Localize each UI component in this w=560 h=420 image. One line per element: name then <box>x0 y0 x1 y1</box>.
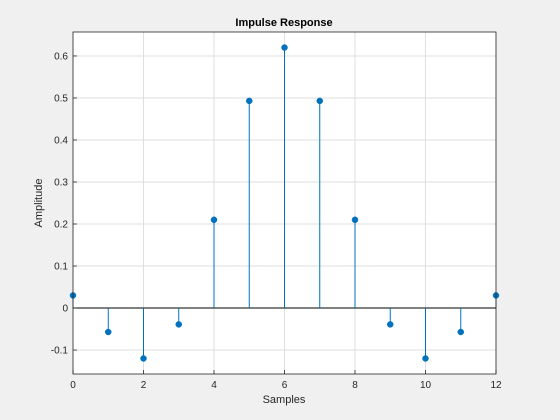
stem-marker <box>175 321 182 328</box>
y-tick-label: 0.5 <box>54 93 68 104</box>
stem-marker <box>351 216 359 224</box>
chart-title: Impulse Response <box>235 17 332 29</box>
x-axis-label: Samples <box>263 394 306 406</box>
stem-marker <box>246 97 253 105</box>
x-tick-label: 8 <box>352 380 358 391</box>
y-tick-label: 0.1 <box>54 262 68 273</box>
y-tick-label: 0 <box>62 304 68 315</box>
stem-marker <box>422 355 429 362</box>
y-tick-label: 0.6 <box>54 51 68 62</box>
stem-marker <box>457 328 464 336</box>
stem-marker <box>140 355 147 362</box>
x-tick-label: 4 <box>211 380 217 391</box>
y-tick-label: 0.2 <box>54 220 68 231</box>
x-tick-label: 10 <box>420 380 432 391</box>
x-tick-label: 6 <box>282 380 288 391</box>
stem-marker <box>210 216 218 224</box>
x-tick-label: 12 <box>490 380 502 391</box>
stem-marker <box>387 321 394 328</box>
y-ticks: -0.1 0 0.1 0.2 0.3 0.4 0.5 0.6 <box>51 51 77 357</box>
stem-marker <box>105 328 112 336</box>
x-tick-label: 2 <box>141 380 147 391</box>
x-tick-label: 0 <box>70 380 76 391</box>
y-tick-label: 0.4 <box>54 135 68 146</box>
stem-marker <box>316 97 323 105</box>
y-axis-label: Amplitude <box>33 179 45 228</box>
y-tick-label: 0.3 <box>54 177 68 188</box>
x-ticks: 0 2 4 6 8 10 12 <box>70 370 502 391</box>
y-tick-label: -0.1 <box>51 346 69 357</box>
stem-marker <box>281 44 288 51</box>
